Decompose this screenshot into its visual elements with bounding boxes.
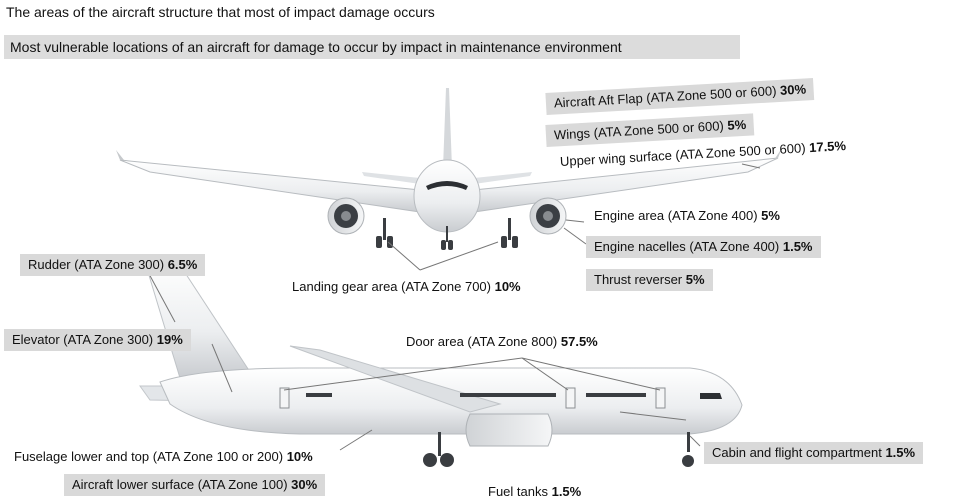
label-thrust-reverser-text: Thrust reverser	[594, 272, 686, 287]
label-engine-nacelles: Engine nacelles (ATA Zone 400) 1.5%	[586, 236, 821, 258]
label-wings-pct: 5%	[726, 116, 747, 133]
label-cabin-text: Cabin and flight compartment	[712, 445, 886, 460]
label-engine-nacelles-pct: 1.5%	[782, 239, 813, 254]
label-rudder-pct: 6.5%	[167, 257, 198, 272]
label-thrust-reverser: Thrust reverser 5%	[586, 269, 713, 291]
label-elevator-pct: 19%	[156, 332, 183, 347]
left-engine	[327, 197, 365, 235]
label-landing-gear: Landing gear area (ATA Zone 700) 10%	[292, 279, 521, 295]
label-fuselage-text: Fuselage lower and top (ATA Zone 100 or …	[14, 449, 287, 464]
label-fuel-tanks-text: Fuel tanks	[488, 484, 552, 499]
label-lower-surface: Aircraft lower surface (ATA Zone 100) 30…	[64, 474, 326, 496]
label-elevator: Elevator (ATA Zone 300) 19%	[4, 329, 191, 351]
label-engine-area-pct: 5%	[761, 208, 780, 223]
right-engine	[529, 197, 567, 235]
label-engine-nacelles-text: Engine nacelles (ATA Zone 400)	[594, 239, 783, 254]
label-cabin: Cabin and flight compartment 1.5%	[704, 442, 924, 464]
front-view-aircraft	[116, 88, 782, 250]
label-door-area: Door area (ATA Zone 800) 57.5%	[406, 334, 598, 350]
label-fuselage: Fuselage lower and top (ATA Zone 100 or …	[14, 449, 313, 465]
label-lower-surface-text: Aircraft lower surface (ATA Zone 100)	[72, 477, 292, 492]
label-cabin-pct: 1.5%	[885, 445, 916, 460]
label-thrust-reverser-pct: 5%	[685, 272, 705, 287]
label-aft-flap-pct: 30%	[779, 81, 807, 98]
label-engine-area-text: Engine area (ATA Zone 400)	[594, 208, 762, 223]
page-title: The areas of the aircraft structure that…	[6, 4, 435, 20]
label-rudder: Rudder (ATA Zone 300) 6.5%	[20, 254, 206, 276]
label-engine-area: Engine area (ATA Zone 400) 5%	[594, 208, 780, 224]
label-landing-gear-pct: 10%	[494, 279, 521, 294]
label-fuel-tanks: Fuel tanks 1.5%	[488, 484, 581, 500]
label-fuel-tanks-pct: 1.5%	[551, 484, 582, 499]
label-elevator-text: Elevator (ATA Zone 300)	[12, 332, 157, 347]
label-lower-surface-pct: 30%	[291, 477, 318, 492]
subtitle-banner: Most vulnerable locations of an aircraft…	[4, 35, 740, 59]
label-landing-gear-text: Landing gear area (ATA Zone 700)	[292, 279, 495, 294]
label-upper-wing-pct: 17.5%	[808, 138, 847, 156]
label-door-area-pct: 57.5%	[560, 334, 598, 349]
label-rudder-text: Rudder (ATA Zone 300)	[28, 257, 168, 272]
label-door-area-text: Door area (ATA Zone 800)	[406, 334, 561, 349]
leader-lines	[147, 163, 761, 451]
label-fuselage-pct: 10%	[286, 449, 313, 464]
